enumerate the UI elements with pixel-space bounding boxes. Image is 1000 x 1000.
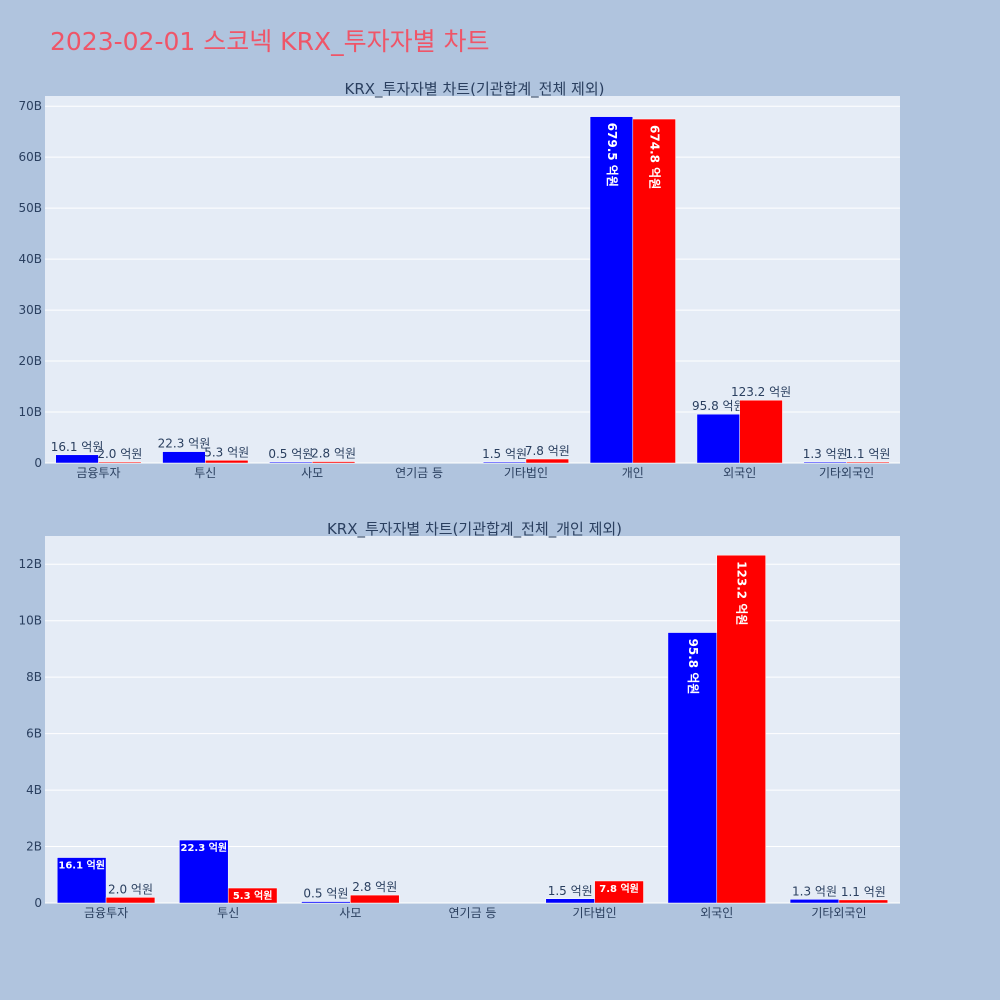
bar — [482, 461, 527, 464]
data-label: 7.8 억원 — [599, 882, 639, 895]
y-tick-label: 10B — [18, 405, 42, 419]
x-tick-label: 외국인 — [723, 466, 756, 480]
y-tick-label: 4B — [26, 783, 42, 797]
data-label: 1.1 억원 — [845, 447, 890, 461]
x-tick-label: 투신 — [217, 906, 239, 920]
chart-title: KRX_투자자별 차트(기관합계_전체 제외) — [345, 80, 605, 99]
chart-title: KRX_투자자별 차트(기관합계_전체_개인 제외) — [327, 520, 622, 539]
x-tick-label: 사모 — [339, 906, 361, 920]
data-label: 1.3 억원 — [792, 884, 837, 898]
data-label: 0.5 억원 — [303, 887, 348, 901]
y-tick-label: 10B — [18, 614, 42, 628]
x-tick-label: 연기금 등 — [395, 466, 443, 480]
x-tick-label: 연기금 등 — [449, 906, 497, 920]
y-tick-label: 6B — [26, 727, 42, 741]
data-label: 0.5 억원 — [268, 447, 313, 461]
bar — [311, 461, 356, 464]
bar — [696, 413, 740, 464]
x-tick-label: 외국인 — [700, 906, 733, 920]
bar — [205, 460, 249, 464]
data-label: 2.8 억원 — [352, 880, 397, 894]
y-tick-label: 0 — [34, 456, 42, 470]
data-label: 1.5 억원 — [548, 884, 593, 898]
bar — [739, 399, 783, 464]
data-label: 2.8 억원 — [311, 447, 356, 461]
data-label: 95.8 억원 — [686, 639, 700, 695]
y-tick-label: 40B — [18, 252, 42, 266]
bar — [632, 118, 676, 464]
data-label: 2.0 억원 — [97, 447, 142, 461]
x-tick-label: 기타법인 — [504, 466, 548, 480]
bar — [594, 880, 644, 904]
bar — [55, 454, 99, 464]
chart-2: 0 2B 4B 6B 8B 10B 12B KRX_투자자별 차트(기관합계_전체_개인 제외… — [18, 520, 900, 920]
bar — [269, 461, 313, 464]
y-tick-label: 20B — [18, 354, 42, 368]
bar — [545, 898, 595, 904]
page-title: 2023-02-01 스코넥 KRX_투자자별 차트 — [50, 27, 490, 56]
data-label: 95.8 억원 — [692, 399, 745, 413]
data-label: 679.5 억원 — [605, 123, 619, 187]
data-label: 22.3 억원 — [181, 841, 228, 854]
y-tick-label: 60B — [18, 150, 42, 164]
plot-area — [45, 536, 900, 903]
bar — [716, 554, 766, 904]
data-label: 674.8 억원 — [648, 125, 662, 189]
y-tick-label: 2B — [26, 840, 42, 854]
chart-1: 0 10B 20B 30B 40B 50B 60B 70B KRX_투자자별 차트(기관합계_전… — [18, 80, 900, 480]
x-tick-label: 사모 — [301, 466, 323, 480]
bar — [179, 839, 229, 904]
bar — [98, 461, 142, 464]
data-label: 7.8 억원 — [525, 444, 570, 458]
data-label: 123.2 억원 — [731, 385, 791, 399]
bar — [350, 894, 400, 904]
x-tick-label: 투신 — [194, 466, 216, 480]
bar — [803, 461, 847, 464]
data-label: 1.5 억원 — [482, 447, 527, 461]
y-tick-label: 30B — [18, 303, 42, 317]
bar — [838, 899, 889, 904]
data-label: 16.1 억원 — [51, 440, 104, 454]
data-label: 5.3 억원 — [233, 889, 273, 902]
bar — [667, 632, 718, 904]
y-tick-label: 0 — [34, 896, 42, 910]
y-tick-label: 12B — [18, 557, 42, 571]
x-tick-label: 개인 — [622, 466, 644, 480]
x-tick-label: 기타외국인 — [819, 466, 874, 480]
x-tick-label: 금융투자 — [84, 906, 128, 920]
bar — [56, 857, 107, 904]
data-label: 1.3 억원 — [803, 447, 848, 461]
y-tick-label: 50B — [18, 201, 42, 215]
bar — [846, 461, 890, 464]
data-label: 5.3 억원 — [204, 445, 249, 459]
data-label: 16.1 억원 — [58, 859, 105, 872]
x-tick-label: 기타법인 — [573, 906, 617, 920]
y-tick-label: 70B — [18, 99, 42, 113]
data-label: 2.0 억원 — [108, 882, 153, 896]
bar — [162, 451, 206, 464]
data-label: 1.1 억원 — [841, 885, 886, 899]
bar — [227, 887, 278, 904]
bar — [301, 901, 351, 904]
x-tick-label: 기타외국인 — [811, 906, 866, 920]
x-tick-label: 금융투자 — [76, 466, 120, 480]
data-label: 123.2 억원 — [735, 561, 749, 625]
y-tick-label: 8B — [26, 670, 42, 684]
bar — [105, 897, 156, 904]
data-label: 22.3 억원 — [158, 437, 211, 451]
bar — [525, 458, 569, 464]
bar — [789, 899, 840, 904]
